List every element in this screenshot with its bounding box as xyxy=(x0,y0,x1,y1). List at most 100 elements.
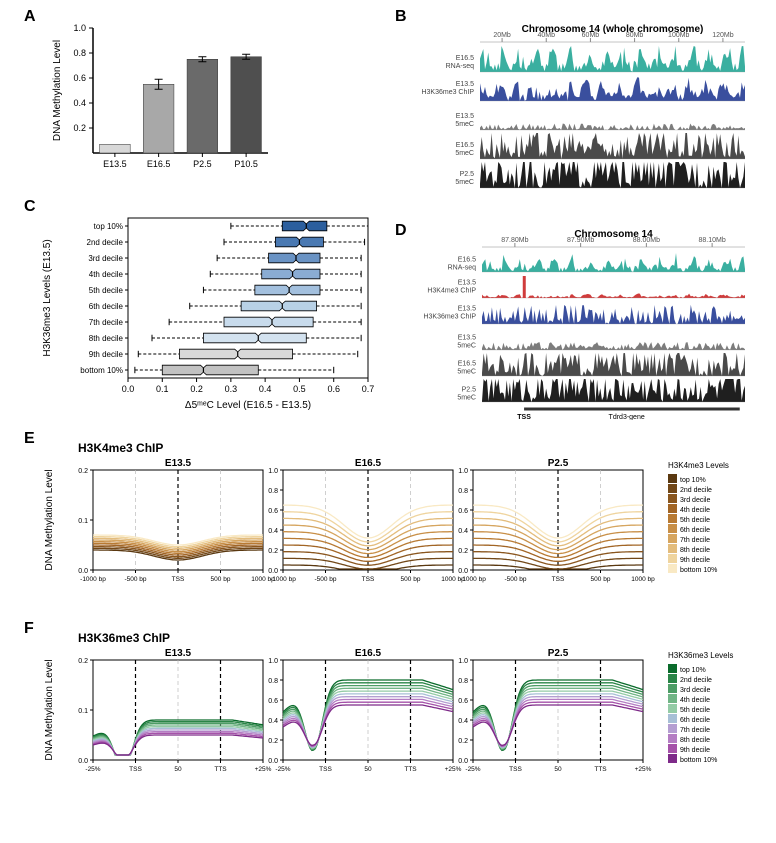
svg-text:5meC: 5meC xyxy=(455,121,474,128)
svg-text:Tdrd3-gene: Tdrd3-gene xyxy=(609,414,645,420)
svg-text:E13.5: E13.5 xyxy=(456,113,474,120)
svg-text:DNA Methylation Level: DNA Methylation Level xyxy=(52,40,63,141)
svg-text:0.0: 0.0 xyxy=(122,384,135,394)
svg-text:1000 bp: 1000 bp xyxy=(631,576,655,583)
svg-text:0.2: 0.2 xyxy=(458,738,468,745)
svg-text:0.2: 0.2 xyxy=(78,658,88,665)
svg-text:RNA-seq: RNA-seq xyxy=(448,265,477,272)
svg-text:40Mb: 40Mb xyxy=(537,32,555,39)
svg-text:120Mb: 120Mb xyxy=(712,32,734,39)
svg-text:5meC: 5meC xyxy=(457,395,476,402)
svg-text:DNA Methylation Level: DNA Methylation Level xyxy=(44,469,55,570)
svg-text:0.4: 0.4 xyxy=(259,384,272,394)
svg-text:0.4: 0.4 xyxy=(73,98,86,108)
svg-text:TSS: TSS xyxy=(509,766,522,773)
svg-text:0.4: 0.4 xyxy=(458,528,468,535)
panel-b-tracks: Chromosome 14 (whole chromosome)20Mb40Mb… xyxy=(410,20,750,195)
panel-e-label: E xyxy=(24,430,35,448)
svg-text:5th decile: 5th decile xyxy=(680,707,710,714)
svg-text:E16.5: E16.5 xyxy=(458,361,476,368)
svg-text:0.0: 0.0 xyxy=(78,568,88,575)
svg-text:80Mb: 80Mb xyxy=(626,32,644,39)
svg-text:500 bp: 500 bp xyxy=(591,576,611,583)
svg-text:0.1: 0.1 xyxy=(78,518,88,525)
svg-text:H3K36me3 ChIP: H3K36me3 ChIP xyxy=(423,314,476,321)
svg-text:0.0: 0.0 xyxy=(78,758,88,765)
svg-text:-25%: -25% xyxy=(85,766,100,773)
svg-text:H3K4me3 Levels: H3K4me3 Levels xyxy=(668,461,729,470)
svg-text:5meC: 5meC xyxy=(457,369,476,376)
svg-text:H3K36me3 Levels: H3K36me3 Levels xyxy=(668,651,733,660)
svg-text:bottom 10%: bottom 10% xyxy=(80,366,123,375)
svg-text:0.8: 0.8 xyxy=(268,488,278,495)
svg-text:50: 50 xyxy=(174,766,182,773)
svg-text:3rd decile: 3rd decile xyxy=(680,497,710,504)
svg-text:bottom 10%: bottom 10% xyxy=(680,567,717,574)
svg-text:E13.5: E13.5 xyxy=(165,458,192,469)
svg-text:E16.5: E16.5 xyxy=(458,257,476,264)
svg-text:E16.5: E16.5 xyxy=(147,159,171,169)
svg-text:TSS: TSS xyxy=(552,576,565,583)
svg-text:TSS: TSS xyxy=(172,576,185,583)
svg-text:0.8: 0.8 xyxy=(73,48,86,58)
svg-text:TTS: TTS xyxy=(594,766,607,773)
svg-text:0.2: 0.2 xyxy=(268,548,278,555)
svg-text:2nd decile: 2nd decile xyxy=(680,487,712,494)
svg-text:E13.5: E13.5 xyxy=(165,648,192,659)
svg-text:1.0: 1.0 xyxy=(458,468,468,475)
svg-text:top 10%: top 10% xyxy=(680,667,706,674)
svg-text:5th decile: 5th decile xyxy=(89,286,124,295)
svg-text:2nd decile: 2nd decile xyxy=(87,238,124,247)
svg-text:9th decile: 9th decile xyxy=(680,557,710,564)
svg-text:-1000 bp: -1000 bp xyxy=(270,576,296,583)
svg-text:0.6: 0.6 xyxy=(458,508,468,515)
panel-b-label: B xyxy=(395,8,407,26)
panel-d-tracks: Chromosome 1487.80Mb87.90Mb88.00Mb88.10M… xyxy=(410,225,750,420)
svg-text:0.6: 0.6 xyxy=(73,73,86,83)
svg-text:0.6: 0.6 xyxy=(268,508,278,515)
svg-text:-500 bp: -500 bp xyxy=(314,576,336,583)
svg-text:top 10%: top 10% xyxy=(94,222,123,231)
svg-text:Δ5ᵐᵉC Level (E16.5 - E13.5): Δ5ᵐᵉC Level (E16.5 - E13.5) xyxy=(185,400,311,410)
svg-text:0.1: 0.1 xyxy=(78,708,88,715)
svg-text:H3K36me3 ChIP: H3K36me3 ChIP xyxy=(78,631,170,645)
svg-text:P2.5: P2.5 xyxy=(462,387,477,394)
panel-a-label: A xyxy=(24,8,36,26)
svg-text:6th decile: 6th decile xyxy=(680,527,710,534)
svg-text:RNA-seq: RNA-seq xyxy=(446,63,475,70)
svg-text:-1000 bp: -1000 bp xyxy=(80,576,106,583)
svg-text:0.2: 0.2 xyxy=(190,384,203,394)
svg-text:5meC: 5meC xyxy=(455,150,474,157)
svg-text:E16.5: E16.5 xyxy=(355,648,382,659)
svg-text:TSS: TSS xyxy=(129,766,142,773)
svg-text:8th decile: 8th decile xyxy=(680,547,710,554)
svg-text:5meC: 5meC xyxy=(457,343,476,350)
svg-text:-500 bp: -500 bp xyxy=(504,576,526,583)
svg-text:0.0: 0.0 xyxy=(268,568,278,575)
panel-f-label: F xyxy=(24,620,34,638)
svg-text:60Mb: 60Mb xyxy=(582,32,600,39)
svg-text:5th decile: 5th decile xyxy=(680,517,710,524)
svg-text:9th decile: 9th decile xyxy=(680,747,710,754)
svg-text:-25%: -25% xyxy=(275,766,290,773)
svg-text:TSS: TSS xyxy=(319,766,332,773)
svg-text:-1000 bp: -1000 bp xyxy=(460,576,486,583)
svg-text:E16.5: E16.5 xyxy=(456,55,474,62)
svg-text:P10.5: P10.5 xyxy=(234,159,258,169)
svg-text:1.0: 1.0 xyxy=(268,658,278,665)
svg-text:0.2: 0.2 xyxy=(78,468,88,475)
svg-text:4th decile: 4th decile xyxy=(680,507,710,514)
svg-text:E13.5: E13.5 xyxy=(458,306,476,313)
panel-a-barchart: 0.20.40.60.81.0DNA Methylation LevelE13.… xyxy=(48,18,278,178)
svg-text:0.0: 0.0 xyxy=(268,758,278,765)
svg-text:50: 50 xyxy=(364,766,372,773)
svg-text:4th decile: 4th decile xyxy=(680,697,710,704)
svg-text:TTS: TTS xyxy=(214,766,227,773)
svg-text:0.6: 0.6 xyxy=(268,698,278,705)
svg-text:87.90Mb: 87.90Mb xyxy=(567,237,594,244)
svg-text:TTS: TTS xyxy=(404,766,417,773)
svg-text:5meC: 5meC xyxy=(455,179,474,186)
svg-text:1.0: 1.0 xyxy=(268,468,278,475)
svg-text:-500 bp: -500 bp xyxy=(124,576,146,583)
svg-text:0.0: 0.0 xyxy=(458,568,468,575)
